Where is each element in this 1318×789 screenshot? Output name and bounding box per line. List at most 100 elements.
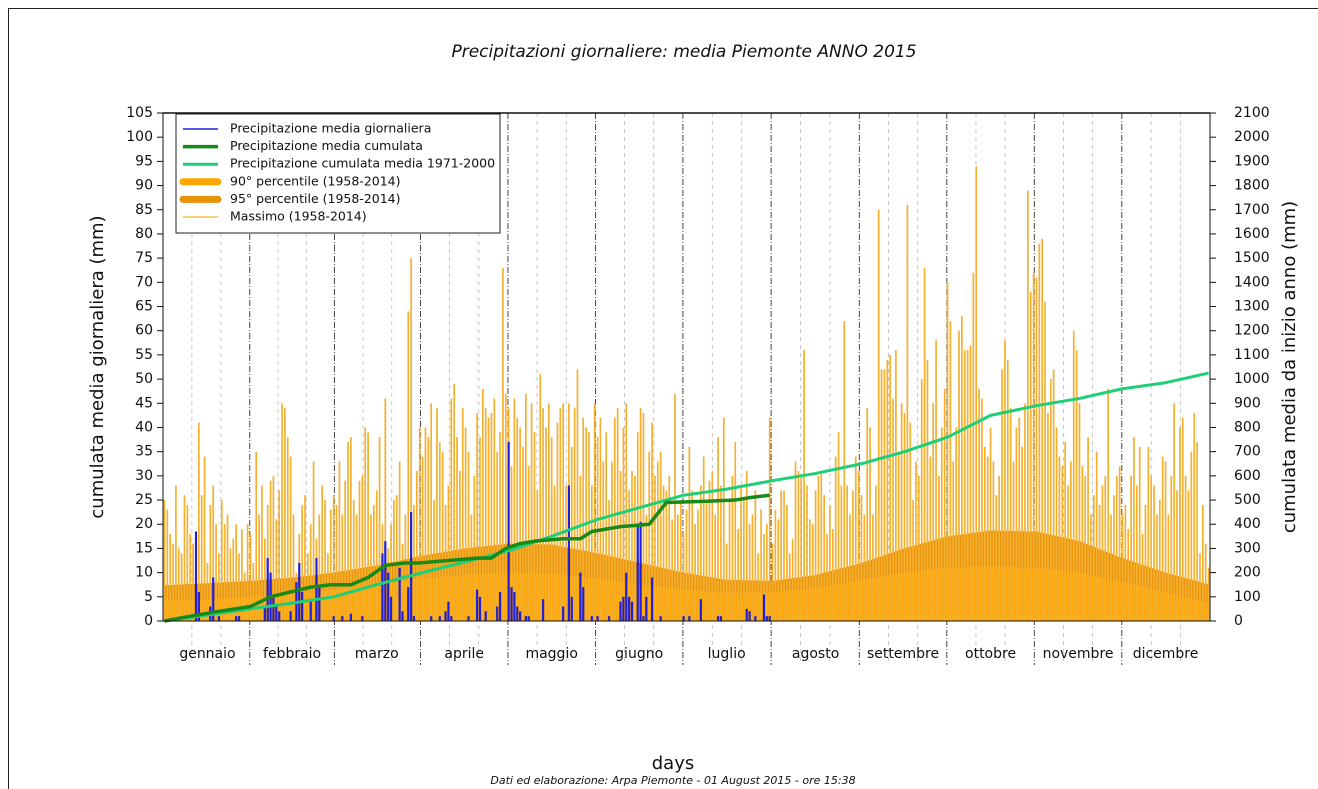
- bar: [301, 504, 303, 621]
- bar: [421, 456, 424, 621]
- bar: [1115, 475, 1118, 621]
- bar: [720, 485, 722, 621]
- bar: [963, 350, 966, 621]
- bar: [427, 437, 430, 621]
- bar: [358, 480, 361, 621]
- bar: [352, 500, 355, 621]
- bar: [1130, 475, 1132, 621]
- bar: [989, 427, 992, 621]
- bar: [786, 504, 788, 621]
- bar: [390, 524, 392, 621]
- bar: [915, 461, 917, 621]
- y-tick-label: 30: [135, 468, 153, 484]
- bar: [1098, 504, 1101, 621]
- bar: [983, 446, 986, 621]
- bar: [180, 553, 183, 621]
- bar: [536, 490, 539, 621]
- bar: [456, 437, 458, 621]
- bar: [955, 427, 957, 621]
- bar: [484, 611, 487, 621]
- bar: [622, 596, 625, 621]
- bar: [642, 616, 645, 621]
- y2-tick-label: 2100: [1234, 105, 1270, 121]
- bar: [1001, 369, 1003, 621]
- bar: [803, 350, 805, 621]
- bar: [430, 616, 433, 621]
- bar: [608, 500, 610, 621]
- bar: [774, 509, 777, 621]
- bar: [1158, 500, 1161, 621]
- bar: [877, 209, 880, 621]
- y-tick-label: 5: [144, 589, 153, 605]
- y-tick-label: 15: [135, 540, 153, 556]
- bar: [473, 475, 476, 621]
- bar: [502, 267, 504, 621]
- bar: [883, 369, 886, 621]
- bar: [754, 616, 757, 621]
- bar: [843, 321, 846, 621]
- bar: [722, 417, 725, 621]
- bar: [628, 490, 630, 621]
- bar: [743, 500, 745, 621]
- bar: [212, 577, 215, 621]
- bar: [625, 572, 628, 621]
- x-tick-label: maggio: [525, 646, 577, 662]
- bar: [209, 504, 212, 621]
- bar: [217, 616, 221, 621]
- bar: [438, 616, 441, 621]
- bar: [341, 616, 344, 621]
- bar: [656, 461, 659, 621]
- bar: [791, 538, 794, 621]
- bar: [567, 485, 570, 621]
- y-tick-label: 100: [126, 129, 153, 145]
- bar: [697, 509, 699, 621]
- bar: [281, 403, 283, 621]
- bar: [645, 596, 648, 621]
- bar: [975, 166, 978, 621]
- bar: [800, 475, 803, 621]
- bar: [1032, 272, 1035, 621]
- bar: [966, 350, 969, 621]
- bar: [869, 427, 871, 621]
- bar: [272, 596, 275, 621]
- bar: [1161, 456, 1164, 621]
- bar: [278, 611, 281, 621]
- bar: [470, 514, 473, 621]
- bar: [708, 480, 711, 621]
- bar: [447, 601, 450, 621]
- bar: [748, 524, 751, 621]
- y2-tick-label: 1800: [1234, 178, 1270, 194]
- bar: [797, 471, 800, 621]
- y-tick-label: 40: [135, 419, 153, 435]
- bar: [1141, 533, 1144, 621]
- bar: [312, 461, 315, 621]
- legend-box: [175, 113, 501, 234]
- legend-label: Precipitazione cumulata media 1971-2000: [230, 156, 495, 171]
- bar: [321, 485, 324, 621]
- bar: [1104, 475, 1107, 621]
- bar: [837, 432, 840, 621]
- bar: [886, 359, 889, 621]
- y2-tick-label: 0: [1234, 613, 1243, 629]
- bar: [642, 412, 645, 621]
- bar: [682, 533, 685, 621]
- bar: [539, 374, 542, 621]
- bar: [395, 495, 398, 621]
- y-tick-label: 20: [135, 516, 153, 532]
- y2-tick-label: 800: [1234, 419, 1261, 435]
- bar: [711, 471, 714, 621]
- bar: [1207, 567, 1210, 621]
- bar: [410, 512, 413, 621]
- bar: [499, 432, 501, 621]
- bar: [654, 475, 656, 621]
- bar: [1164, 461, 1167, 621]
- bar: [370, 514, 372, 621]
- bar: [717, 437, 719, 621]
- x-axis-label: days: [652, 753, 695, 774]
- bar: [1181, 417, 1184, 621]
- y-tick-label: 65: [135, 299, 153, 315]
- bar: [553, 485, 556, 621]
- bar: [762, 594, 766, 621]
- bar: [169, 533, 172, 621]
- bar: [691, 490, 694, 621]
